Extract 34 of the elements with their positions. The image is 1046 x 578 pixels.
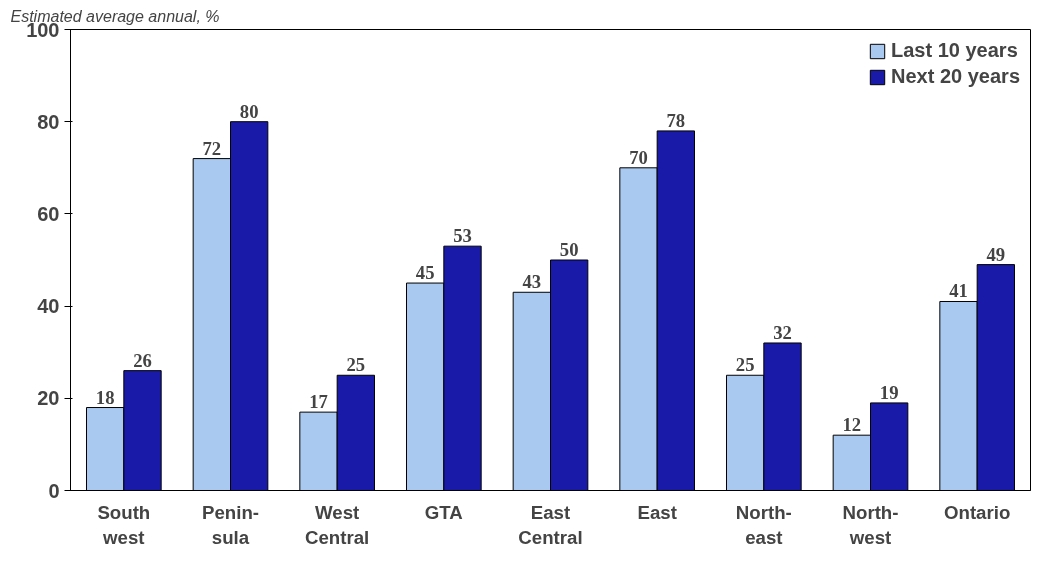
- data-label: 78: [666, 109, 686, 131]
- data-label: 80: [239, 100, 259, 122]
- legend-label: Next 20 years: [891, 65, 1020, 88]
- data-label: 26: [133, 349, 152, 371]
- x-tick-label: East Central: [518, 501, 583, 548]
- data-label: 12: [842, 414, 862, 436]
- data-label: 53: [453, 225, 472, 247]
- data-label: 17: [309, 391, 328, 413]
- data-label: 50: [559, 239, 579, 260]
- data-label: 70: [629, 146, 648, 168]
- data-label: 25: [346, 354, 366, 376]
- data-label: 19: [879, 381, 899, 403]
- x-tick-label: North- east: [735, 501, 792, 548]
- data-label: 41: [949, 280, 968, 302]
- legend-label: Last 10 years: [891, 39, 1018, 62]
- x-tick-label: Penin- sula: [202, 501, 260, 548]
- x-tick-label: Ontario: [944, 501, 1011, 523]
- data-label: 72: [202, 137, 222, 159]
- data-label: 18: [95, 386, 115, 408]
- y-tick-label: 40: [37, 295, 60, 318]
- x-tick-label: GTA: [424, 501, 463, 523]
- y-tick-label: 0: [48, 479, 60, 502]
- x-tick-label: South west: [97, 501, 151, 548]
- x-tick-label: North- west: [842, 501, 899, 548]
- y-tick-label: 80: [37, 110, 60, 133]
- x-tick-label: East: [637, 501, 677, 523]
- x-tick-label: West Central: [305, 501, 370, 548]
- data-label: 49: [986, 243, 1006, 265]
- y-tick-label: 60: [37, 202, 60, 225]
- data-label: 25: [735, 354, 755, 376]
- data-label: 45: [415, 262, 435, 284]
- y-tick-label: 20: [37, 387, 60, 410]
- data-label: 32: [773, 321, 792, 343]
- data-label: 43: [522, 271, 542, 293]
